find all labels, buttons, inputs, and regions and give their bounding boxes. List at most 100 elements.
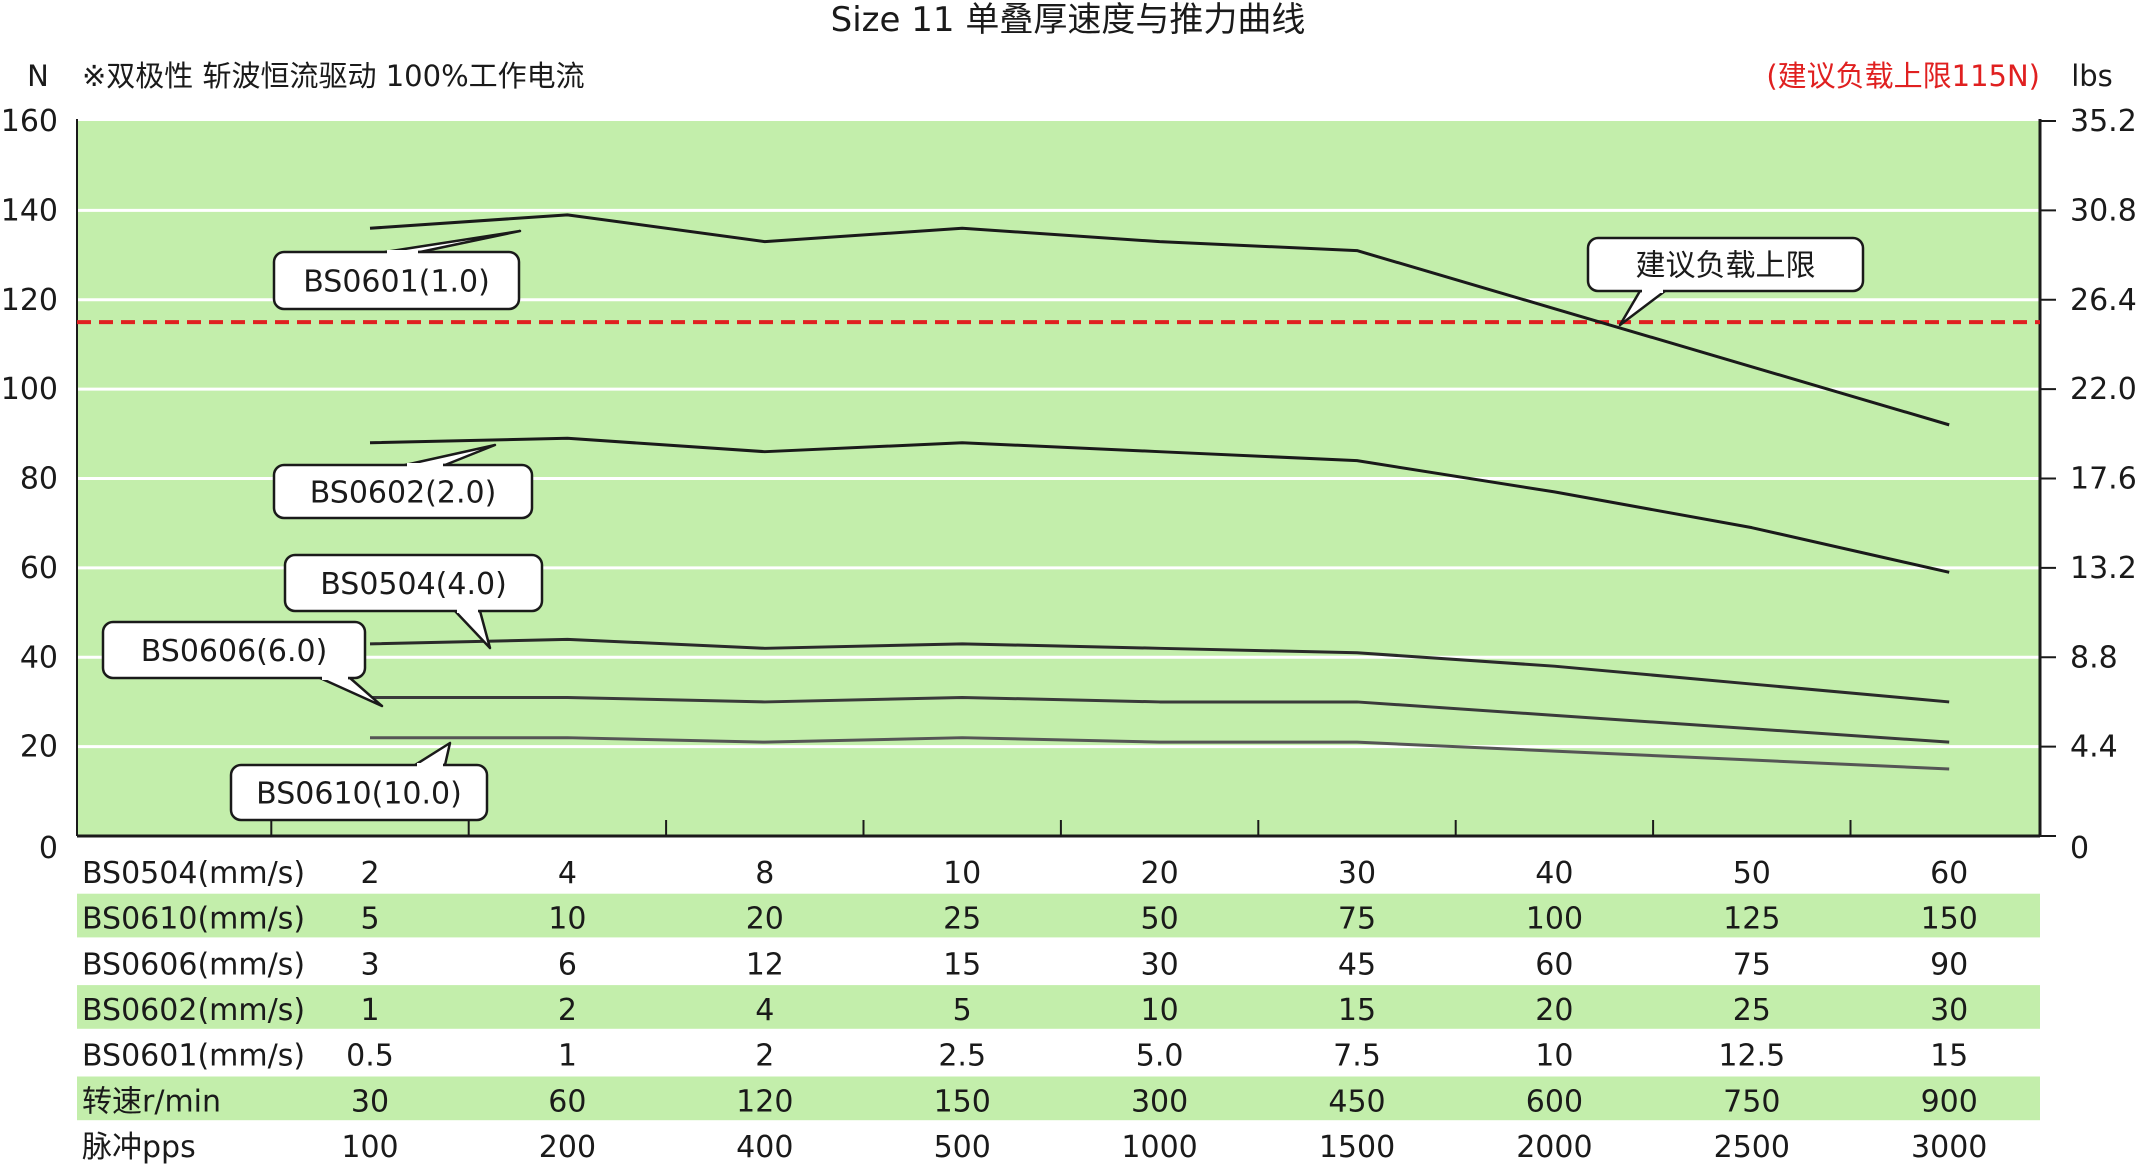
table-row-label: BS0606(mm/s) (82, 947, 305, 982)
table-cell: 2.5 (938, 1039, 986, 1074)
y-tick-label-right: 0 (2070, 831, 2089, 866)
table-cell: 3 (360, 947, 379, 982)
table-cell: 7.5 (1333, 1039, 1381, 1074)
table-cell: 0.5 (346, 1039, 394, 1074)
table-cell: 45 (1338, 947, 1376, 982)
callout-limit: 建议负载上限 (1586, 236, 1865, 327)
table-cell: 600 (1526, 1084, 1583, 1119)
y-tick-label-left: 40 (20, 640, 58, 675)
table-cell: 75 (1338, 902, 1376, 937)
table-cell: 100 (1526, 902, 1583, 937)
series-line (369, 213, 1950, 427)
table-cell: 2500 (1714, 1130, 1790, 1165)
table-cell: 10 (1535, 1039, 1573, 1074)
callout-bs0602: BS0602(2.0) (272, 443, 534, 520)
table-cell: 5.0 (1136, 1039, 1184, 1074)
table-cell: 60 (1930, 856, 1968, 891)
table-cell: 4 (755, 993, 774, 1028)
table-cell: 125 (1723, 902, 1780, 937)
table-cell: 75 (1733, 947, 1771, 982)
table-cell: 10 (548, 902, 586, 937)
table-cell: 15 (1338, 993, 1376, 1028)
table-cell: 60 (548, 1084, 586, 1119)
table-cell: 120 (736, 1084, 793, 1119)
callout-bs0610: BS0610(10.0) (229, 741, 489, 822)
y-tick-label-right: 8.8 (2070, 640, 2118, 675)
table-cell: 15 (943, 947, 981, 982)
table-cell: 25 (1733, 993, 1771, 1028)
series-line (370, 695, 1950, 744)
table-cell: 12.5 (1718, 1039, 1785, 1074)
table-cell: 50 (1733, 856, 1771, 891)
left-axis-unit: N (27, 59, 49, 93)
table-cell: 20 (1535, 993, 1573, 1028)
table-cell: 4 (558, 856, 577, 891)
callout-label: BS0610(10.0) (256, 777, 462, 812)
table-cell: 900 (1921, 1084, 1978, 1119)
limit-note: (建议负载上限115N) (1766, 59, 2040, 93)
y-tick-label-right: 35.2 (2070, 104, 2136, 139)
table-cell: 20 (1141, 856, 1179, 891)
series-line (370, 736, 1950, 771)
table-cell: 1500 (1319, 1130, 1395, 1165)
table-cell: 2 (755, 1039, 774, 1074)
table-row-label: BS0602(mm/s) (82, 993, 305, 1028)
right-axis-unit: lbs (2071, 59, 2113, 93)
table-cell: 12 (746, 947, 784, 982)
table-row-band (77, 893, 2040, 938)
table-cell: 450 (1328, 1084, 1385, 1119)
y-tick-label-right: 13.2 (2070, 551, 2136, 586)
chart-title: Size 11 单叠厚速度与推力曲线 (831, 0, 1306, 40)
y-tick-label-right: 17.6 (2070, 462, 2136, 497)
table-cell: 30 (1930, 993, 1968, 1028)
table-cell: 5 (360, 902, 379, 937)
callout-box (272, 463, 534, 520)
callout-box (283, 553, 544, 613)
table-cell: 500 (934, 1130, 991, 1165)
y-tick-label-right: 4.4 (2070, 730, 2118, 765)
table-cell: 20 (746, 902, 784, 937)
y-tick-label-left: 120 (1, 283, 58, 318)
callout-box (1586, 236, 1865, 293)
y-tick-label-left: 140 (1, 193, 58, 228)
table-cell: 5 (953, 993, 972, 1028)
table-cell: 2000 (1516, 1130, 1592, 1165)
table-cell: 1000 (1121, 1130, 1197, 1165)
table-cell: 30 (1141, 947, 1179, 982)
y-tick-label-right: 22.0 (2070, 372, 2136, 407)
drive-note: ※双极性 斩波恒流驱动 100%工作电流 (82, 59, 585, 93)
y-tick-label-left: 20 (20, 730, 58, 765)
table-row-label: BS0610(mm/s) (82, 902, 305, 937)
table-cell: 1 (360, 993, 379, 1028)
callout-bs0504: BS0504(4.0) (283, 553, 544, 650)
callout-box (229, 763, 489, 822)
callout-label: BS0602(2.0) (310, 476, 497, 511)
y-tick-label-left: 100 (1, 372, 58, 407)
series-line (369, 637, 1950, 704)
y-tick-label-left: 60 (20, 551, 58, 586)
table-cell: 400 (736, 1130, 793, 1165)
table-cell: 200 (539, 1130, 596, 1165)
callout-label: BS0601(1.0) (303, 265, 490, 300)
callout-bs0601: BS0601(1.0) (272, 229, 522, 311)
y-tick-label-left: 0 (39, 831, 58, 866)
callout-label: 建议负载上限 (1636, 249, 1816, 284)
table-cell: 750 (1723, 1084, 1780, 1119)
table-cell: 40 (1535, 856, 1573, 891)
table-cell: 60 (1535, 947, 1573, 982)
y-tick-label-left: 80 (20, 462, 58, 497)
table-cell: 10 (1141, 993, 1179, 1028)
table-cell: 15 (1930, 1039, 1968, 1074)
table-cell: 2 (558, 993, 577, 1028)
table-cell: 150 (934, 1084, 991, 1119)
y-tick-label-right: 30.8 (2070, 193, 2136, 228)
callout-bs0606: BS0606(6.0) (101, 620, 384, 708)
table-cell: 6 (558, 947, 577, 982)
table-row-band (77, 985, 2040, 1029)
table-cell: 100 (341, 1130, 398, 1165)
table-cell: 2 (360, 856, 379, 891)
table-cell: 8 (755, 856, 774, 891)
table-cell: 1 (558, 1039, 577, 1074)
table-cell: 90 (1930, 947, 1968, 982)
